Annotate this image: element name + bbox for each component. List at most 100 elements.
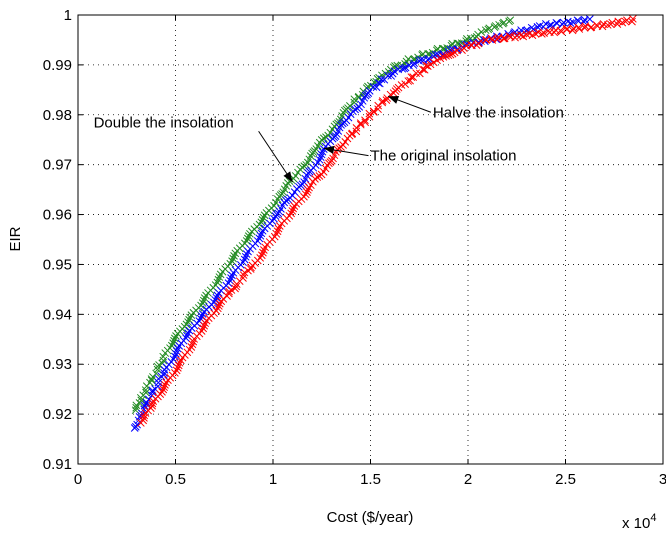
x-axis-multiplier-exponent: 4: [650, 512, 656, 524]
data-point-marker: [382, 96, 391, 105]
data-point-marker: [210, 298, 218, 307]
data-point-marker: [213, 291, 222, 300]
data-point-marker: [316, 153, 325, 161]
data-series: [130, 14, 637, 432]
data-point-marker: [538, 29, 546, 38]
data-point-marker: [424, 54, 433, 63]
data-point-marker: [301, 190, 310, 199]
data-point-marker: [158, 387, 166, 396]
data-point-marker: [229, 254, 237, 263]
y-tick-label: 0.96: [43, 207, 72, 224]
data-point-marker: [187, 343, 196, 351]
data-point-marker: [407, 73, 416, 81]
data-point-marker: [232, 282, 241, 291]
data-point-marker: [139, 416, 148, 425]
data-point-marker: [154, 378, 163, 387]
data-point-marker: [215, 273, 224, 281]
data-point-marker: [377, 75, 386, 84]
data-point-marker: [241, 252, 250, 261]
data-point-marker: [545, 21, 554, 30]
data-point-marker: [288, 191, 297, 200]
data-point-marker: [404, 77, 413, 85]
data-point-marker: [189, 337, 198, 346]
annotation-label: Halve the insolation: [433, 104, 564, 121]
data-point-marker: [439, 53, 448, 61]
series-0: [131, 16, 515, 415]
x-tick-label: 1.5: [360, 471, 381, 488]
data-point-marker: [199, 296, 208, 305]
data-point-marker: [228, 257, 236, 265]
data-point-marker: [580, 23, 589, 32]
data-point-marker: [326, 128, 335, 137]
data-point-marker: [182, 320, 191, 329]
data-point-marker: [477, 28, 486, 36]
data-point-marker: [375, 79, 384, 88]
x-tick-label: 2.5: [555, 471, 576, 488]
data-point-marker: [239, 274, 247, 282]
data-point-marker: [244, 232, 253, 241]
data-point-marker: [285, 177, 294, 186]
data-point-marker: [298, 163, 307, 172]
data-point-marker: [174, 361, 183, 370]
data-point-marker: [161, 381, 169, 389]
data-point-marker: [257, 218, 266, 227]
data-point-marker: [365, 109, 374, 118]
data-point-marker: [422, 61, 430, 70]
data-point-marker: [446, 50, 455, 59]
data-point-marker: [387, 72, 396, 80]
y-tick-label: 0.98: [43, 107, 72, 124]
data-point-marker: [566, 19, 575, 27]
data-point-marker: [519, 32, 528, 41]
annotation-arrowhead: [388, 96, 400, 104]
x-axis-multiplier: x 104: [622, 512, 656, 532]
data-point-marker: [303, 188, 311, 196]
data-point-marker: [199, 324, 208, 333]
y-tick-label: 1: [64, 7, 72, 24]
data-point-marker: [369, 108, 378, 116]
data-point-marker: [228, 271, 236, 280]
data-point-marker: [306, 152, 315, 160]
data-point-marker: [257, 251, 266, 260]
data-point-marker: [174, 364, 182, 372]
data-point-marker: [211, 296, 220, 304]
annotation-label: The original insolation: [371, 148, 517, 165]
data-point-marker: [361, 118, 370, 127]
data-point-marker: [364, 89, 373, 97]
data-point-marker: [369, 82, 378, 91]
data-point-marker: [603, 21, 612, 29]
data-point-marker: [274, 224, 283, 233]
data-point-marker: [175, 358, 184, 367]
data-point-marker: [148, 401, 157, 410]
data-point-marker: [390, 67, 399, 75]
data-point-marker: [200, 294, 209, 302]
x-axis-label: Cost ($/year): [327, 509, 414, 526]
data-point-marker: [198, 299, 207, 307]
data-point-marker: [598, 22, 607, 31]
data-point-marker: [140, 411, 149, 420]
data-point-marker: [289, 204, 298, 213]
grid-lines: [78, 15, 663, 464]
data-point-marker: [563, 25, 572, 33]
data-point-marker: [170, 334, 179, 343]
data-point-marker: [482, 36, 491, 44]
data-point-marker: [409, 61, 418, 69]
data-point-marker: [231, 284, 239, 293]
data-point-marker: [417, 56, 425, 64]
data-point-marker: [186, 313, 194, 322]
data-point-marker: [574, 23, 583, 32]
data-point-marker: [341, 138, 350, 146]
data-point-marker: [429, 58, 438, 67]
data-point-marker: [215, 302, 223, 310]
data-point-marker: [188, 340, 197, 349]
data-point-marker: [152, 369, 160, 378]
data-point-marker: [159, 352, 168, 361]
data-point-marker: [227, 274, 235, 282]
data-point-marker: [214, 275, 223, 284]
data-point-marker: [303, 171, 311, 180]
data-point-marker: [499, 34, 508, 43]
annotations: Double the insolation Halve the insolatio…: [94, 95, 564, 183]
data-point-marker: [172, 349, 180, 358]
data-point-marker: [374, 105, 382, 114]
data-point-marker: [225, 289, 233, 298]
data-point-marker: [270, 214, 278, 223]
